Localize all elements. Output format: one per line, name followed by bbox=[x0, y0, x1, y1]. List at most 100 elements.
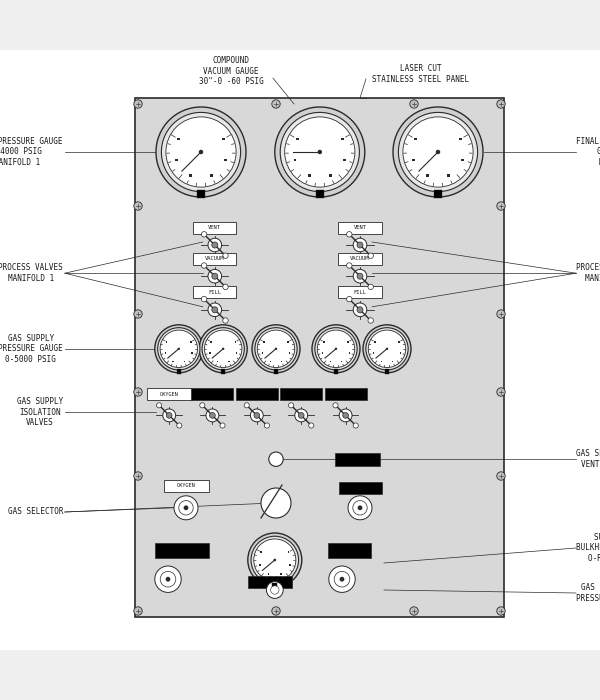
Bar bbox=[335, 453, 380, 466]
Circle shape bbox=[202, 262, 207, 268]
Circle shape bbox=[155, 325, 203, 373]
Circle shape bbox=[212, 242, 218, 248]
Bar bbox=[414, 138, 417, 140]
Circle shape bbox=[298, 412, 304, 419]
Bar bbox=[339, 482, 382, 494]
Circle shape bbox=[339, 409, 352, 422]
Circle shape bbox=[223, 253, 228, 258]
Text: FILL: FILL bbox=[353, 290, 367, 295]
Circle shape bbox=[348, 496, 372, 520]
Bar bbox=[259, 564, 261, 566]
Circle shape bbox=[275, 348, 277, 350]
Text: GAS SELECTOR: GAS SELECTOR bbox=[7, 508, 63, 517]
Bar bbox=[193, 286, 236, 298]
Circle shape bbox=[275, 107, 365, 197]
Bar bbox=[328, 543, 371, 558]
Bar bbox=[222, 138, 225, 140]
Text: PROCESS VALVES
MANIFOLD 1: PROCESS VALVES MANIFOLD 1 bbox=[0, 263, 63, 283]
Text: FILL: FILL bbox=[208, 290, 221, 295]
Circle shape bbox=[289, 402, 293, 408]
Bar bbox=[343, 159, 346, 162]
Bar bbox=[163, 480, 209, 491]
Bar bbox=[308, 174, 311, 177]
Circle shape bbox=[353, 500, 367, 515]
Circle shape bbox=[265, 423, 269, 428]
Bar bbox=[210, 174, 213, 177]
Circle shape bbox=[497, 388, 505, 396]
Circle shape bbox=[343, 412, 349, 419]
Bar bbox=[461, 159, 464, 162]
Bar bbox=[329, 174, 332, 177]
Circle shape bbox=[160, 330, 197, 368]
Bar bbox=[236, 389, 278, 400]
Circle shape bbox=[200, 402, 205, 408]
Bar bbox=[197, 190, 205, 198]
Circle shape bbox=[222, 348, 224, 350]
Circle shape bbox=[244, 402, 249, 408]
Bar bbox=[263, 341, 265, 342]
Circle shape bbox=[266, 582, 283, 598]
Circle shape bbox=[353, 238, 367, 252]
Bar bbox=[191, 389, 233, 400]
Circle shape bbox=[285, 117, 355, 187]
Text: VACUUM: VACUUM bbox=[350, 256, 370, 261]
Bar bbox=[165, 352, 166, 354]
Bar bbox=[459, 138, 462, 140]
Bar bbox=[221, 369, 226, 374]
Circle shape bbox=[223, 284, 228, 290]
Bar bbox=[228, 360, 230, 362]
Bar bbox=[334, 369, 338, 374]
Circle shape bbox=[134, 310, 142, 319]
Circle shape bbox=[254, 412, 260, 419]
Bar bbox=[274, 369, 278, 374]
Bar bbox=[398, 341, 400, 342]
Circle shape bbox=[134, 472, 142, 480]
Bar bbox=[374, 341, 376, 342]
Bar bbox=[262, 352, 263, 354]
Bar bbox=[155, 543, 209, 558]
Circle shape bbox=[134, 100, 142, 108]
Circle shape bbox=[334, 571, 350, 587]
Circle shape bbox=[250, 409, 263, 422]
Circle shape bbox=[368, 253, 373, 258]
Bar bbox=[280, 573, 282, 575]
Circle shape bbox=[410, 100, 418, 108]
Bar bbox=[385, 369, 389, 374]
Circle shape bbox=[333, 402, 338, 408]
Bar bbox=[287, 341, 289, 342]
Text: OXYGEN: OXYGEN bbox=[176, 483, 196, 488]
Circle shape bbox=[363, 325, 411, 373]
Circle shape bbox=[174, 496, 198, 520]
Circle shape bbox=[312, 325, 360, 373]
Bar bbox=[175, 159, 178, 162]
Bar bbox=[341, 138, 344, 140]
Text: COMPOUND
VACUUM GAUGE
30"-0 -60 PSIG: COMPOUND VACUUM GAUGE 30"-0 -60 PSIG bbox=[199, 56, 263, 86]
Circle shape bbox=[347, 232, 352, 237]
Circle shape bbox=[163, 409, 176, 422]
Circle shape bbox=[353, 303, 367, 316]
Circle shape bbox=[386, 348, 388, 350]
Circle shape bbox=[497, 607, 505, 615]
Bar bbox=[235, 341, 236, 342]
Bar bbox=[434, 190, 442, 198]
Circle shape bbox=[353, 423, 358, 428]
Bar bbox=[248, 576, 292, 588]
Bar bbox=[296, 138, 299, 140]
Circle shape bbox=[357, 307, 363, 313]
Circle shape bbox=[497, 202, 505, 210]
Bar bbox=[329, 360, 331, 362]
Bar bbox=[269, 360, 271, 362]
Circle shape bbox=[155, 566, 181, 592]
Circle shape bbox=[272, 607, 280, 615]
Circle shape bbox=[317, 150, 322, 154]
Bar bbox=[338, 253, 382, 265]
Circle shape bbox=[497, 472, 505, 480]
Bar bbox=[289, 352, 290, 354]
Text: VACUUM: VACUUM bbox=[205, 256, 224, 261]
Circle shape bbox=[368, 284, 373, 290]
Circle shape bbox=[178, 348, 180, 350]
Bar bbox=[146, 389, 192, 400]
Circle shape bbox=[358, 505, 362, 510]
Bar bbox=[400, 352, 401, 354]
Circle shape bbox=[317, 330, 355, 368]
